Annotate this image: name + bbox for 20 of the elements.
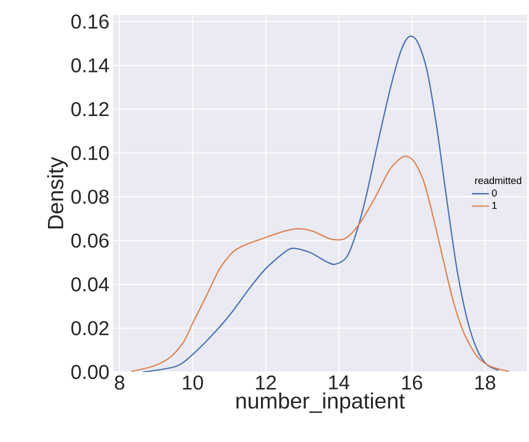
x-tick-label: 14 <box>329 376 350 390</box>
y-tick-label: 0.02 <box>71 321 108 336</box>
y-axis-title: Density <box>47 156 68 228</box>
y-tick-label: 0.10 <box>71 146 109 160</box>
x-tick-label: 8 <box>114 376 124 390</box>
y-tick-label: 0.14 <box>71 58 109 72</box>
y-tick-label: 0.12 <box>71 102 108 116</box>
y-tick-label: 0.08 <box>71 190 109 204</box>
x-tick-label: 16 <box>402 376 422 390</box>
legend-label: 0 <box>492 189 497 197</box>
legend-label: 1 <box>492 202 497 209</box>
y-tick-label: 0.16 <box>71 14 109 29</box>
y-tick-label: 0.04 <box>71 277 109 292</box>
x-tick-label: 12 <box>256 376 276 390</box>
x-tick-label: 10 <box>183 376 203 390</box>
y-tick-label: 0.06 <box>71 234 109 248</box>
y-tick-label: 0.00 <box>71 364 109 380</box>
x-tick-label: 18 <box>475 376 496 390</box>
legend-title: readmitted <box>475 176 522 184</box>
x-axis-title: number_inpatient <box>236 392 405 414</box>
